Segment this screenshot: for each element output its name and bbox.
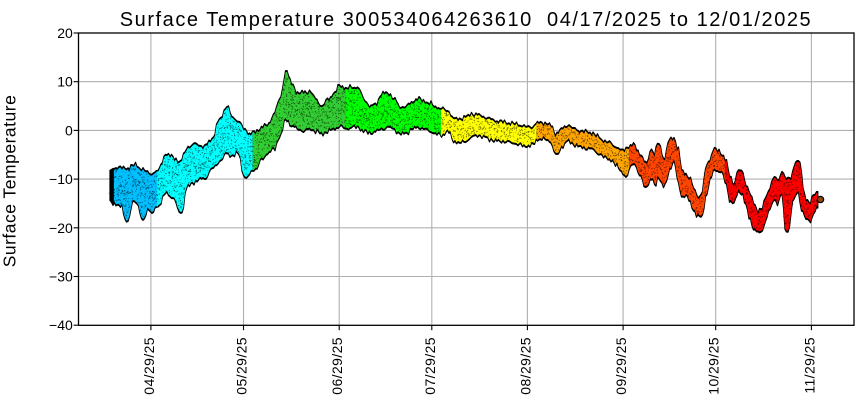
svg-text:0: 0: [65, 122, 73, 138]
svg-text:10: 10: [57, 74, 73, 90]
svg-text:−30: −30: [49, 269, 73, 285]
svg-text:−20: −20: [49, 220, 73, 236]
svg-text:Surface Temperature 3005340642: Surface Temperature 300534064263610 04/1…: [120, 9, 812, 31]
svg-text:−40: −40: [49, 317, 73, 333]
svg-text:07/29/25: 07/29/25: [422, 337, 438, 395]
svg-text:04/29/25: 04/29/25: [141, 337, 157, 395]
svg-text:20: 20: [57, 25, 73, 41]
svg-text:08/29/25: 08/29/25: [517, 337, 533, 395]
svg-text:10/29/25: 10/29/25: [706, 337, 722, 395]
svg-text:Surface Temperature: Surface Temperature: [0, 95, 20, 268]
svg-text:−10: −10: [49, 171, 73, 187]
svg-text:06/29/25: 06/29/25: [329, 337, 345, 395]
svg-text:09/29/25: 09/29/25: [613, 337, 629, 395]
svg-text:11/29/25: 11/29/25: [801, 337, 817, 394]
svg-text:05/29/25: 05/29/25: [234, 337, 250, 395]
